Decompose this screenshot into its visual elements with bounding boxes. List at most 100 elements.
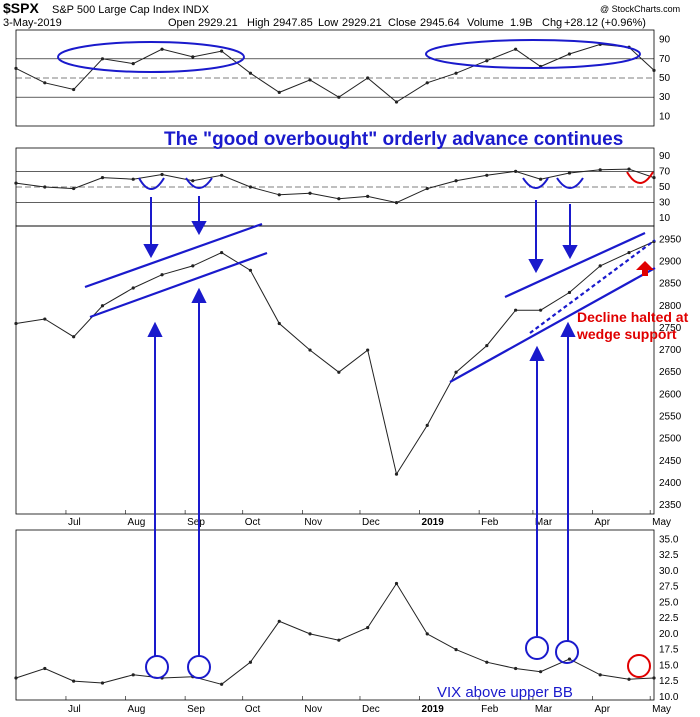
vix-point (598, 673, 602, 677)
price-ytick: 2650 (659, 367, 682, 378)
rsi-upper-point (652, 68, 656, 72)
dip-arc-sep (185, 177, 213, 189)
vix-point (308, 632, 312, 636)
vix-ytick: 32.5 (659, 550, 679, 561)
arrow-aug-head (143, 244, 159, 259)
quote-date: 3-May-2019 (3, 17, 62, 29)
price-point (248, 268, 253, 272)
x-tick-label: Aug (128, 704, 146, 715)
rsi-lower-panel: 90 70 50 30 10 (14, 151, 671, 224)
high-label: High (247, 17, 270, 29)
price-point (627, 250, 631, 255)
index-name: S&P 500 Large Cap Index INDX (52, 4, 210, 16)
rsi-lower-point (652, 176, 656, 180)
x-tick-label: Jul (68, 517, 81, 528)
price-ytick: 2700 (659, 345, 682, 356)
chg-value: +28.12 (+0.96%) (564, 17, 646, 29)
vix-ytick: 10.0 (659, 692, 679, 703)
vix-annotation: VIX above upper BB (437, 684, 573, 701)
vix-ytick: 35.0 (659, 534, 679, 545)
vix-circle-mar (525, 636, 549, 660)
x-tick-label: Mar (535, 704, 553, 715)
price-point (100, 304, 105, 308)
price-point (425, 423, 429, 427)
x-tick-label: Jul (68, 704, 81, 715)
rsi-lower-point (220, 173, 224, 177)
rsi-upper-ytick: 90 (659, 35, 671, 46)
price-point (277, 321, 281, 326)
price-point (160, 273, 164, 277)
rsi-lower-point (485, 173, 489, 177)
volume-value: 1.9B (510, 17, 533, 29)
rsi-upper-point (248, 71, 253, 75)
vix-ytick: 17.5 (659, 645, 679, 656)
vix-ytick: 27.5 (659, 582, 679, 593)
rsi-lower-point (43, 185, 47, 189)
rsi-lower-point (100, 176, 105, 180)
decline-annotation-line1: Decline halted at (577, 309, 689, 325)
vix-ytick: 12.5 (659, 676, 679, 687)
price-panel: 2950 2900 2850 2800 2750 2700 2650 2600 2550 2500… (14, 234, 682, 511)
price-point (14, 321, 18, 326)
overbought-ellipse-2019 (425, 39, 641, 69)
symbol: $SPX (3, 0, 39, 16)
vix-point (394, 581, 399, 586)
x-tick-label: Sep (187, 704, 205, 715)
x-tick-label: May (652, 704, 671, 715)
price-ytick: 2450 (659, 456, 682, 467)
x-tick-label: Oct (245, 704, 261, 715)
price-point (567, 290, 572, 295)
rsi-upper-point (394, 100, 399, 104)
vix-circle-sep (187, 655, 211, 679)
rsi-lower-ytick: 90 (659, 151, 671, 162)
rsi-lower-point (248, 185, 253, 189)
vix-ytick: 25.0 (659, 597, 679, 608)
rsi-lower-ytick: 50 (659, 182, 671, 193)
price-ytick: 2350 (659, 500, 682, 511)
channel-2018-upper (84, 222, 263, 289)
vix-circles (145, 636, 579, 679)
rsi-lower-point (72, 186, 76, 191)
vix-circle-aug (145, 655, 169, 679)
open-label: Open (168, 17, 195, 29)
rsi-upper-point (514, 47, 518, 51)
vix-point (43, 666, 47, 671)
rsi-lower-ytick: 70 (659, 166, 671, 177)
low-label: Low (318, 17, 338, 29)
rsi-lower-point (567, 171, 572, 175)
rsi-lower-point (394, 201, 399, 205)
price-point (485, 344, 489, 348)
rsi-upper-point (43, 81, 47, 85)
rsi-lower-point (277, 193, 281, 197)
x-tick-label: May (652, 517, 671, 528)
rsi-lower-point (131, 177, 135, 181)
price-point (539, 308, 543, 312)
rsi-lower-point (539, 177, 543, 181)
rsi-lower-point (366, 194, 370, 198)
vix-point (220, 682, 224, 686)
headline-annotation: The "good overbought" orderly advance co… (164, 129, 623, 150)
arrow-sep-head (191, 221, 207, 236)
up-arrow-aug-head (147, 321, 163, 337)
x-tick-label: Feb (481, 704, 499, 715)
channel-2018-lower (89, 251, 268, 319)
price-point (220, 250, 224, 255)
wedge-upper (504, 231, 646, 299)
vix-point (652, 676, 656, 680)
close-label: Close (388, 17, 416, 29)
x-tick-label: 2019 (422, 517, 445, 528)
x-tick-label: Aug (128, 517, 146, 528)
rsi-lower-point (191, 179, 195, 183)
chg-label: Chg (542, 17, 562, 29)
up-arrows (147, 287, 576, 656)
wedge-lower (449, 267, 656, 383)
vix-series-line (15, 582, 655, 685)
rsi-lower-point (160, 172, 164, 177)
price-ytick: 2800 (659, 301, 682, 312)
up-arrow-mar-head (529, 345, 545, 361)
vix-point (366, 625, 370, 630)
price-ytick: 2600 (659, 389, 682, 400)
rsi-upper-point (191, 55, 195, 59)
overbought-ellipse-2018 (57, 41, 245, 73)
